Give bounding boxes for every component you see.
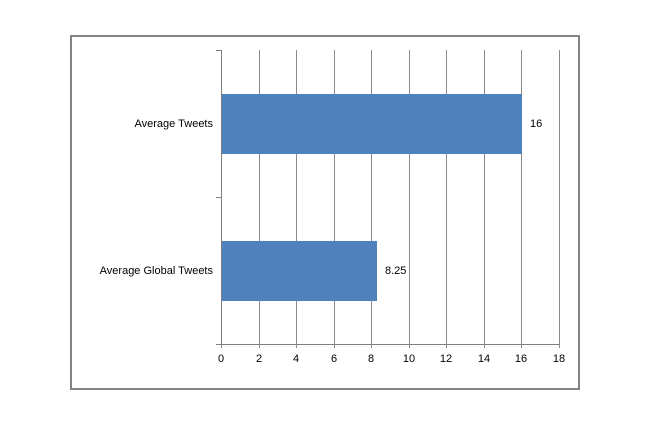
gridline-16 <box>521 50 522 348</box>
bar-average-tweets <box>222 94 522 154</box>
x-tick-label-14: 14 <box>477 353 491 365</box>
gridline-6 <box>334 50 335 348</box>
x-tick-label-6: 6 <box>330 353 338 365</box>
x-tick-label-8: 8 <box>367 353 375 365</box>
gridline-18 <box>559 50 560 348</box>
x-tick-label-18: 18 <box>552 353 566 365</box>
gridline-10 <box>409 50 410 348</box>
category-label-average-global-tweets: Average Global Tweets <box>99 265 213 277</box>
plot-area: 16 Average Tweets 8.25 Average Global Tweet… <box>100 50 565 365</box>
category-axis-tick <box>216 197 221 198</box>
x-tick-label-0: 0 <box>217 353 225 365</box>
x-tick-label-12: 12 <box>439 353 453 365</box>
category-label-average-tweets: Average Tweets <box>134 118 213 130</box>
x-tick-label-4: 4 <box>292 353 300 365</box>
value-label-average-tweets: 16 <box>530 118 543 130</box>
gridline-12 <box>446 50 447 348</box>
gridline-2 <box>259 50 260 348</box>
category-axis <box>221 50 222 348</box>
x-tick-label-10: 10 <box>402 353 416 365</box>
chart-area: 16 Average Tweets 8.25 Average Global Tweet… <box>70 35 580 390</box>
x-tick-label-16: 16 <box>514 353 528 365</box>
gridline-8 <box>371 50 372 348</box>
category-axis-tick <box>216 344 221 345</box>
value-axis <box>221 344 560 345</box>
gridline-14 <box>484 50 485 348</box>
value-label-average-global-tweets: 8.25 <box>385 265 407 277</box>
gridline-4 <box>296 50 297 348</box>
x-tick-label-2: 2 <box>255 353 263 365</box>
bar-average-global-tweets <box>222 241 377 301</box>
category-axis-tick <box>216 50 221 51</box>
